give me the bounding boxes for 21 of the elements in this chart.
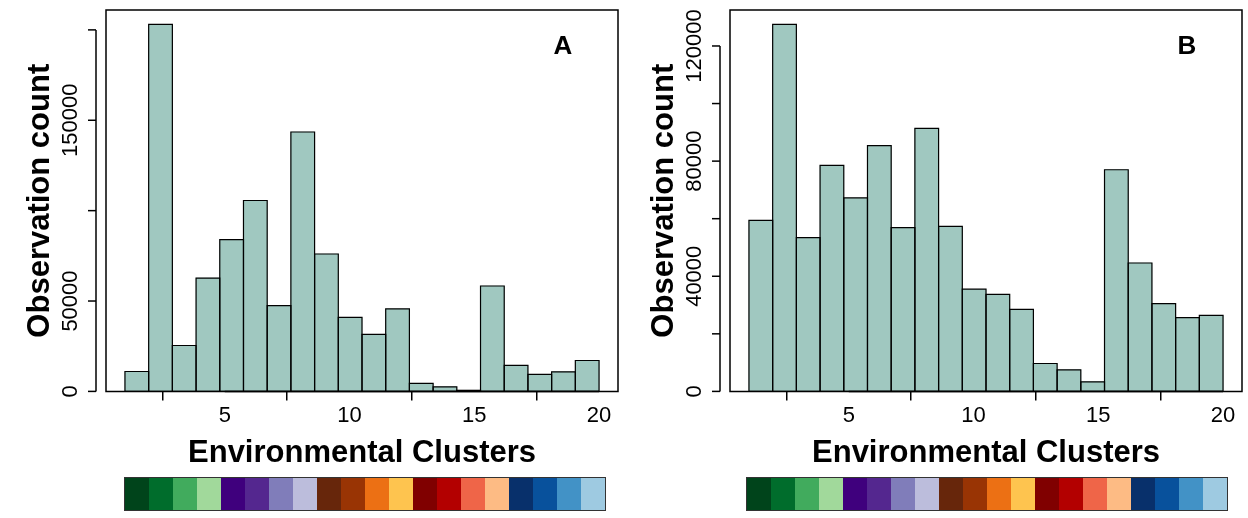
x-tick-label: 5 — [218, 401, 231, 427]
x-tick-label: 20 — [586, 401, 612, 427]
y-tick-label: 50000 — [57, 270, 83, 332]
x-tick-label: 10 — [337, 401, 362, 427]
y-axis-title: Observation count — [21, 63, 57, 338]
y-axis-title: Observation count — [645, 63, 681, 338]
x-tick-label: 15 — [462, 401, 487, 427]
y-tick-label: 150000 — [57, 83, 83, 157]
y-tick-label: 0 — [57, 385, 83, 398]
y-tick-label: 80000 — [681, 130, 707, 192]
x-tick-label: 5 — [842, 401, 855, 427]
y-tick-label: 0 — [681, 385, 707, 398]
y-tick-label: 40000 — [681, 245, 707, 307]
text: A — [553, 30, 573, 61]
y-tick-label: 120000 — [681, 9, 707, 83]
text: B — [1177, 30, 1197, 61]
x-tick-label: 10 — [961, 401, 986, 427]
x-axis-title: Environmental Clusters — [812, 433, 1160, 469]
x-axis-title: Environmental Clusters — [188, 433, 536, 469]
x-tick-label: 20 — [1210, 401, 1236, 427]
x-tick-label: 15 — [1086, 401, 1111, 427]
